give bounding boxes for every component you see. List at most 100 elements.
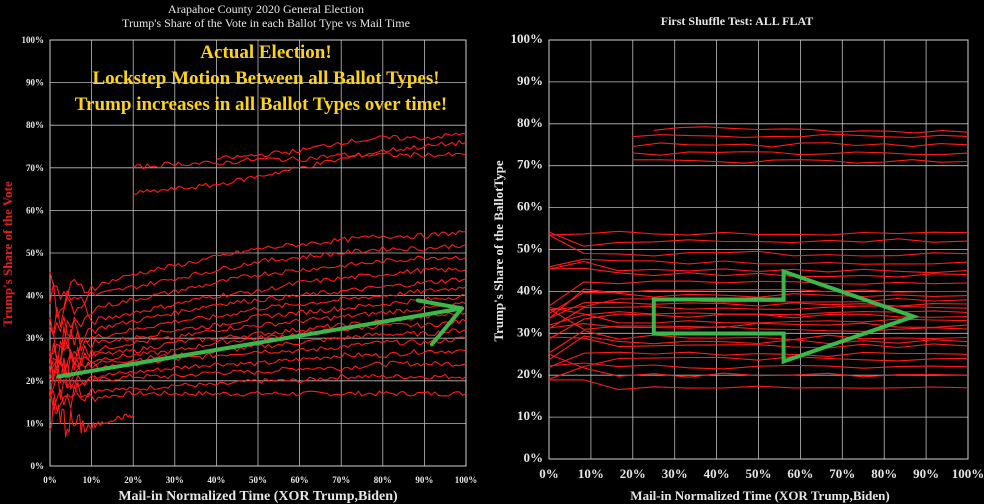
x-tick-label: 0% bbox=[43, 475, 57, 485]
right-chart: First Shuffle Test: ALL FLAT 0% 10% 20% 30%… bbox=[491, 14, 984, 503]
left-y-ticks: 0% 10% 20% 30% 40% 50% 60% 70% 80% 90% 100% bbox=[22, 35, 45, 471]
series-line bbox=[632, 151, 969, 156]
y-tick-label: 60% bbox=[517, 199, 543, 214]
y-tick-label: 80% bbox=[517, 115, 543, 130]
left-chart: Arapahoe County 2020 General Election Tr… bbox=[0, 2, 477, 504]
series-line bbox=[548, 258, 969, 268]
x-tick-label: 0% bbox=[539, 466, 559, 481]
series-line bbox=[132, 151, 467, 170]
left-x-axis-label: Mail-in Normalized Time (XOR Trump,Biden… bbox=[118, 489, 398, 504]
series-line bbox=[49, 255, 467, 337]
y-tick-label: 90% bbox=[517, 73, 543, 88]
series-line bbox=[632, 142, 969, 148]
series-line bbox=[548, 330, 969, 354]
y-tick-label: 80% bbox=[26, 120, 44, 130]
x-tick-label: 90% bbox=[415, 475, 433, 485]
series-line bbox=[548, 260, 969, 274]
x-tick-label: 60% bbox=[787, 466, 813, 481]
series-line bbox=[548, 267, 969, 278]
y-tick-label: 30% bbox=[26, 333, 44, 343]
y-tick-label: 10% bbox=[517, 408, 543, 423]
series-line bbox=[548, 335, 969, 361]
x-tick-label: 40% bbox=[704, 466, 730, 481]
y-tick-label: 40% bbox=[517, 282, 543, 297]
series-line bbox=[632, 159, 969, 164]
block-arrow-outline bbox=[651, 268, 920, 365]
series-line bbox=[548, 362, 969, 370]
arrow-head-upper bbox=[415, 298, 464, 311]
left-x-ticks: 0% 10% 20% 30% 40% 50% 60% 70% 80% 90% 100% bbox=[43, 475, 477, 485]
series-line bbox=[49, 373, 467, 410]
x-tick-label: 90% bbox=[913, 466, 939, 481]
left-chart-title-line2: Trump's Share of the Vote in each Ballot… bbox=[122, 16, 410, 30]
series-line bbox=[216, 132, 467, 160]
y-tick-label: 10% bbox=[26, 418, 44, 428]
series-line bbox=[548, 336, 969, 349]
series-line bbox=[49, 348, 467, 398]
x-tick-label: 70% bbox=[332, 475, 350, 485]
left-annotation-line1: Actual Election! bbox=[200, 42, 331, 63]
y-tick-label: 100% bbox=[511, 31, 544, 46]
right-chart-title: First Shuffle Test: ALL FLAT bbox=[661, 14, 813, 28]
y-tick-label: 50% bbox=[517, 241, 543, 256]
x-tick-label: 100% bbox=[952, 466, 984, 481]
y-tick-label: 30% bbox=[517, 324, 543, 339]
y-tick-label: 100% bbox=[22, 35, 45, 45]
x-tick-label: 50% bbox=[249, 475, 267, 485]
x-tick-label: 20% bbox=[620, 466, 646, 481]
series-line bbox=[49, 267, 467, 338]
series-line bbox=[49, 318, 467, 378]
left-trend-arrow bbox=[56, 298, 464, 379]
x-tick-label: 10% bbox=[83, 475, 101, 485]
series-line bbox=[133, 140, 467, 195]
series-line bbox=[548, 230, 969, 236]
left-y-axis-label: Trump's Share of the Vote bbox=[0, 181, 15, 327]
y-tick-label: 40% bbox=[26, 291, 44, 301]
plot-frame bbox=[49, 39, 467, 467]
left-chart-title-line1: Arapahoe County 2020 General Election bbox=[168, 2, 364, 16]
series-line bbox=[49, 230, 467, 300]
series-line bbox=[548, 280, 969, 307]
y-tick-label: 20% bbox=[517, 366, 543, 381]
x-tick-label: 30% bbox=[662, 466, 688, 481]
arrow-head-lower bbox=[429, 306, 464, 347]
y-tick-label: 50% bbox=[26, 248, 44, 258]
y-tick-label: 20% bbox=[26, 376, 44, 386]
left-annotation-line3: Trump increases in all Ballot Types over… bbox=[75, 94, 447, 115]
y-tick-label: 70% bbox=[26, 163, 44, 173]
x-tick-label: 30% bbox=[166, 475, 184, 485]
left-annotation-line2: Lockstep Motion Between all Ballot Types… bbox=[92, 68, 439, 89]
series-line bbox=[49, 397, 134, 438]
series-line bbox=[49, 301, 467, 378]
y-tick-label: 70% bbox=[517, 157, 543, 172]
series-line bbox=[548, 351, 969, 368]
x-tick-label: 60% bbox=[291, 475, 309, 485]
y-tick-label: 0% bbox=[524, 450, 544, 465]
series-line bbox=[49, 328, 467, 384]
x-tick-label: 10% bbox=[578, 466, 604, 481]
right-series-group bbox=[548, 126, 969, 391]
series-line bbox=[49, 243, 467, 318]
arrow-shaft bbox=[56, 306, 464, 379]
series-line bbox=[548, 306, 969, 324]
right-x-axis-label: Mail-in Normalized Time (XOR Trump,Biden… bbox=[630, 488, 889, 503]
series-line bbox=[548, 356, 969, 380]
series-line bbox=[548, 231, 969, 247]
series-line bbox=[548, 288, 969, 315]
x-tick-label: 80% bbox=[871, 466, 897, 481]
x-tick-label: 70% bbox=[829, 466, 855, 481]
series-line bbox=[49, 293, 467, 366]
series-line bbox=[549, 379, 969, 391]
series-line bbox=[49, 286, 467, 364]
series-line bbox=[548, 288, 969, 320]
series-line bbox=[653, 126, 969, 134]
x-tick-label: 50% bbox=[746, 466, 772, 481]
y-tick-label: 0% bbox=[31, 461, 45, 471]
series-line bbox=[49, 360, 467, 400]
series-line bbox=[632, 133, 969, 139]
right-y-axis-label: Trump's Share of the BallotType bbox=[491, 160, 506, 342]
x-tick-label: 20% bbox=[124, 475, 142, 485]
series-line bbox=[548, 234, 969, 257]
series-line bbox=[49, 277, 467, 355]
